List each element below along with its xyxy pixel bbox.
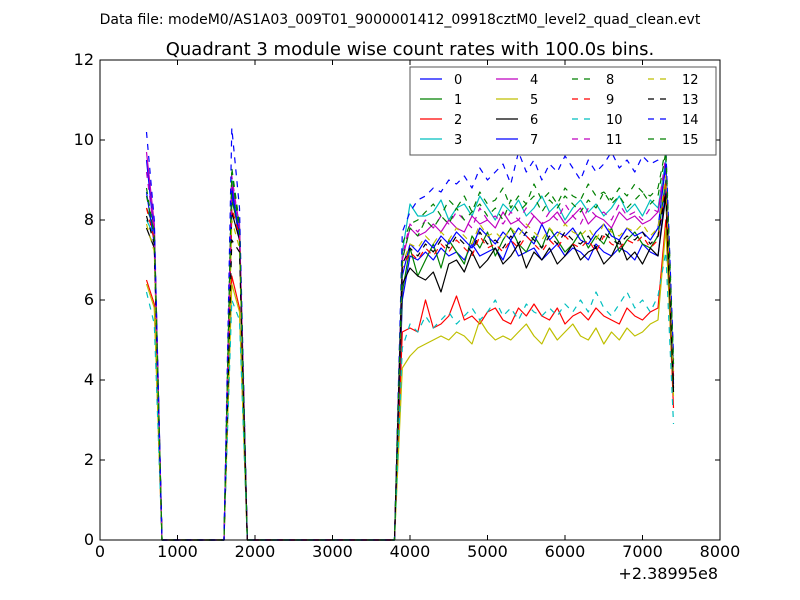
legend-label: 2 (454, 113, 462, 128)
y-tick-label: 12 (74, 50, 94, 69)
figure-suptitle: Data file: modeM0/AS1A03_009T01_90000014… (100, 12, 701, 28)
series-line-13 (145, 191, 675, 541)
series-layer (145, 127, 675, 541)
series-line-8 (145, 147, 675, 541)
x-tick-label: 4000 (390, 542, 431, 561)
x-offset-label: +2.38995e8 (618, 564, 718, 583)
legend-label: 9 (606, 93, 614, 108)
x-tick-label: 3000 (312, 542, 353, 561)
legend-label: 1 (454, 93, 462, 108)
series-line-2 (145, 219, 675, 541)
legend-label: 3 (454, 133, 462, 148)
legend-label: 11 (606, 133, 623, 148)
x-tick-label: 2000 (235, 542, 276, 561)
series-line-5 (145, 227, 675, 541)
legend-label: 12 (682, 73, 699, 88)
legend-label: 8 (606, 73, 614, 88)
y-tick-label: 2 (84, 450, 94, 469)
legend-label: 14 (682, 113, 699, 128)
legend-label: 15 (682, 133, 699, 148)
y-tick-label: 6 (84, 290, 94, 309)
y-tick-label: 0 (84, 530, 94, 549)
series-line-0 (145, 159, 675, 541)
series-line-10 (145, 251, 675, 541)
series-line-15 (145, 151, 675, 541)
y-tick-label: 4 (84, 370, 94, 389)
series-line-9 (145, 183, 675, 541)
y-tick-label: 8 (84, 210, 94, 229)
legend-label: 5 (530, 93, 538, 108)
x-tick-label: 0 (95, 542, 105, 561)
legend-label: 0 (454, 73, 462, 88)
legend-label: 13 (682, 93, 699, 108)
chart-title: Quadrant 3 module wise count rates with … (166, 39, 655, 60)
legend-label: 10 (606, 113, 623, 128)
legend-box (409, 66, 717, 156)
legend-label: 4 (530, 73, 538, 88)
series-line-12 (145, 175, 675, 541)
x-tick-label: 5000 (467, 542, 508, 561)
legend-label: 6 (530, 113, 538, 128)
series-line-11 (145, 155, 675, 541)
x-tick-label: 8000 (700, 542, 741, 561)
y-tick-label: 10 (74, 130, 94, 149)
series-line-6 (145, 195, 675, 541)
tick-layer: 0 1000 2000 3000 4000 5000 6000 7000 80000246810… (74, 50, 741, 561)
legend-label: 7 (530, 133, 538, 148)
x-tick-label: 6000 (545, 542, 586, 561)
x-tick-label: 1000 (157, 542, 198, 561)
x-tick-label: 7000 (622, 542, 663, 561)
